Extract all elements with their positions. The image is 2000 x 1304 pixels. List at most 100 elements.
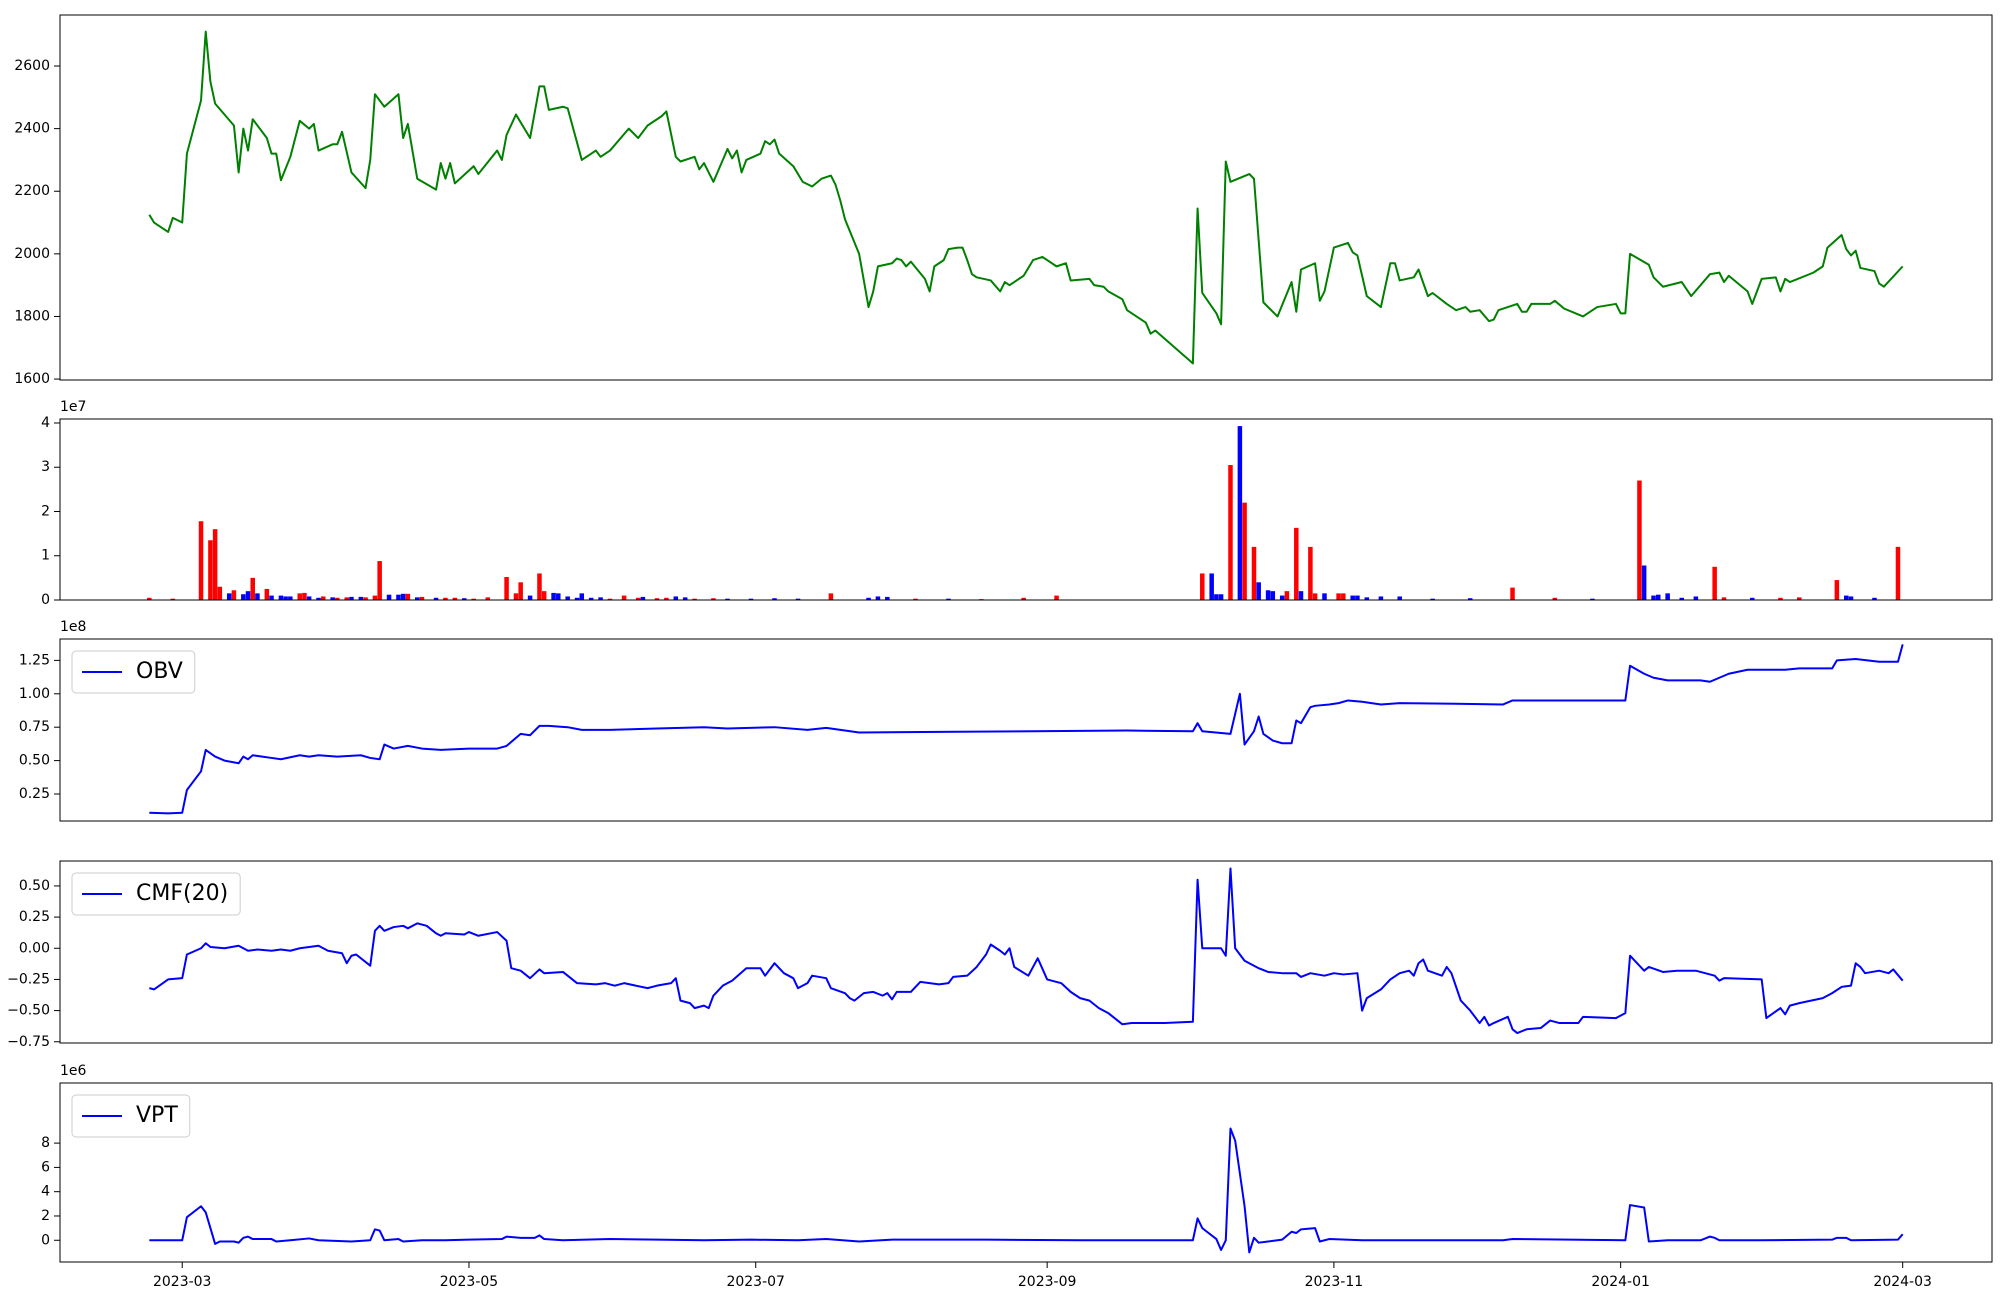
- y-tick-label: 0: [41, 592, 50, 608]
- y-tick-label: −0.25: [7, 971, 50, 987]
- bar: [673, 596, 679, 600]
- bar: [574, 597, 580, 600]
- axes-frame: [59, 860, 1993, 1044]
- bar: [452, 597, 458, 600]
- bar: [1270, 591, 1276, 600]
- bar: [1721, 597, 1727, 600]
- bar: [433, 597, 439, 600]
- bar: [725, 598, 730, 600]
- y-tick-label: −0.50: [7, 1003, 50, 1019]
- bar: [1895, 546, 1901, 600]
- bar: [541, 591, 547, 600]
- bar: [537, 573, 542, 600]
- bar: [1679, 597, 1685, 600]
- y-tick-label: 2: [41, 503, 50, 519]
- bar: [212, 529, 218, 600]
- bar: [419, 596, 425, 600]
- bar: [682, 597, 688, 600]
- panel: −0.75 −0.50 −0.25 0.00 0.25 0.50 CMF(20): [7, 860, 1993, 1050]
- bar: [579, 593, 585, 600]
- bar: [372, 595, 378, 600]
- bar: [640, 596, 646, 600]
- bar: [226, 593, 232, 600]
- bar: [1378, 596, 1384, 600]
- bar: [1256, 582, 1261, 600]
- bar: [598, 597, 603, 600]
- bar: [335, 597, 340, 600]
- axis-offset-label: 1e7: [60, 399, 86, 415]
- bar: [1054, 595, 1059, 600]
- x-tick-label: 2023-07: [726, 1274, 785, 1290]
- bar: [1021, 597, 1026, 600]
- y-tick-label: 0.50: [19, 878, 50, 894]
- bar: [875, 596, 881, 600]
- y-tick-label: 3: [41, 459, 50, 475]
- y-tick-label: 1.25: [19, 652, 50, 668]
- bar: [565, 596, 570, 600]
- bar: [1872, 597, 1877, 600]
- y-tick-label: 1600: [14, 371, 50, 387]
- bar: [1397, 596, 1402, 600]
- bar: [1655, 594, 1661, 600]
- panel: 0 1 2 3 4 1e7: [41, 399, 1993, 608]
- bar: [363, 597, 368, 600]
- bar: [1510, 587, 1515, 600]
- bar: [828, 593, 834, 600]
- bar: [913, 598, 918, 600]
- bar: [635, 597, 641, 600]
- y-tick-label: 0.75: [19, 719, 50, 735]
- bar: [170, 598, 176, 600]
- panel: 0.25 0.50 0.75 1.00 1.25 1e8 OBV: [19, 619, 1993, 822]
- y-tick-label: 1: [41, 548, 50, 564]
- bar: [415, 597, 420, 600]
- y-tick-label: 2: [41, 1208, 50, 1224]
- bar: [245, 591, 251, 600]
- bar: [241, 594, 246, 600]
- bar: [1336, 593, 1341, 600]
- bar: [711, 598, 716, 600]
- legend: VPT: [71, 1094, 191, 1138]
- y-tick-label: 1800: [14, 308, 50, 324]
- bar: [946, 598, 951, 600]
- legend: CMF(20): [71, 872, 241, 916]
- bar: [588, 597, 594, 600]
- bar: [1797, 597, 1802, 600]
- bar: [866, 597, 871, 600]
- bar: [147, 597, 152, 600]
- legend-text: VPT: [136, 1103, 178, 1128]
- bar: [1218, 594, 1224, 600]
- bar: [1778, 597, 1783, 600]
- bar: [692, 598, 697, 600]
- bar: [302, 592, 307, 600]
- bar: [1430, 598, 1435, 600]
- bar: [607, 598, 613, 600]
- bar: [1284, 591, 1290, 600]
- x-tick-label: 2023-03: [153, 1274, 212, 1290]
- x-tick-label: 2023-09: [1018, 1274, 1077, 1290]
- bar: [1651, 595, 1656, 600]
- bar: [400, 593, 406, 600]
- y-tick-label: 4: [41, 415, 50, 431]
- y-tick-label: 8: [41, 1135, 50, 1151]
- bar: [654, 598, 660, 600]
- bar: [1350, 595, 1355, 600]
- bar: [1228, 465, 1233, 600]
- bar: [556, 593, 561, 600]
- x-tick-label: 2024-01: [1591, 1274, 1650, 1290]
- bar: [795, 598, 801, 600]
- bar: [208, 540, 213, 600]
- axes-frame: [59, 14, 1993, 381]
- bar: [1279, 595, 1285, 600]
- y-tick-label: −0.75: [7, 1034, 50, 1050]
- bar: [1848, 596, 1854, 600]
- y-tick-label: 0.00: [19, 940, 50, 956]
- axis-offset-label: 1e6: [60, 1063, 87, 1079]
- bar: [1265, 590, 1271, 600]
- bar: [462, 598, 467, 600]
- axis-offset-label: 1e8: [60, 619, 86, 635]
- axes-frame: [59, 638, 1993, 822]
- bar: [320, 596, 326, 600]
- bar: [1364, 597, 1370, 600]
- bar: [278, 595, 284, 600]
